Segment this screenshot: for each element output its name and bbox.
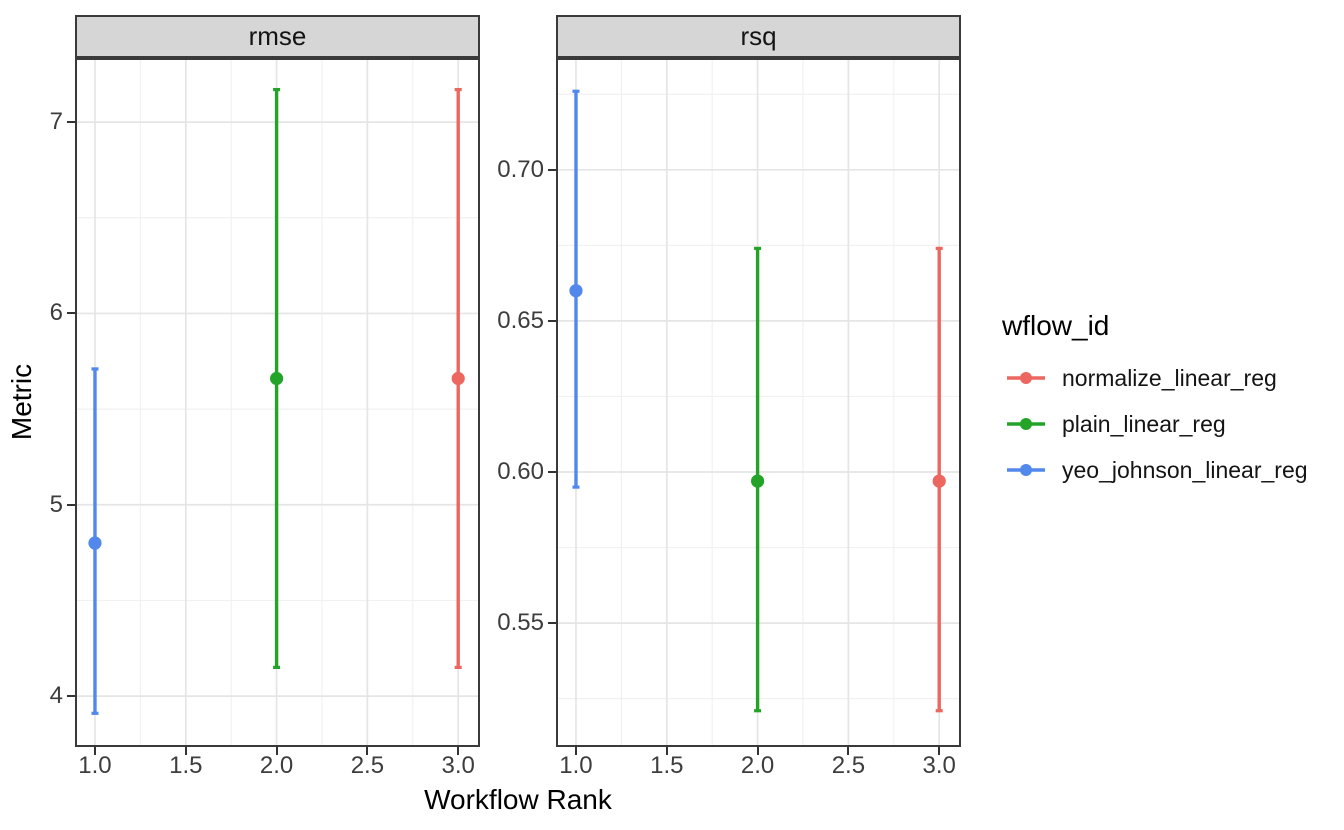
x-axis-tick-label: 3.0 [441, 752, 475, 779]
legend-entry-yeo-johnson: yeo_johnson_linear_reg [1006, 456, 1308, 484]
plot-canvas-rsq [558, 60, 959, 745]
legend-entry-label: plain_linear_reg [1062, 410, 1226, 437]
plot-panel-rmse [75, 58, 480, 747]
y-axis-tick [548, 319, 556, 322]
y-axis-tick [67, 695, 75, 698]
plot-panel-rsq [556, 58, 961, 747]
pointrange-plain_linear_reg [269, 87, 284, 670]
facet-strip-rmse: rmse [75, 15, 480, 58]
x-axis-tick [574, 747, 577, 755]
x-axis-tick [847, 747, 850, 755]
x-axis-tick [275, 747, 278, 755]
x-axis-tick-label: 2.0 [740, 752, 775, 779]
point [451, 371, 465, 386]
x-axis-title: Workflow Rank [424, 784, 612, 815]
pointrange-key-icon [1007, 464, 1045, 476]
y-axis-tick [67, 312, 75, 315]
pointrange-yeo_johnson_linear_reg [88, 367, 102, 715]
y-axis-tick [67, 121, 75, 124]
y-axis-title: Metric [6, 363, 37, 441]
facet-strip-label: rmse [248, 21, 307, 51]
y-axis-tick-label: 0.70 [497, 155, 544, 183]
pointrange-key-icon [1007, 372, 1045, 384]
facet-strip-label: rsq [740, 21, 777, 51]
pointrange-plain_linear_reg [750, 246, 765, 713]
y-axis-tick-label: 4 [49, 682, 63, 710]
x-axis-tick [93, 747, 96, 755]
y-axis-tick-label: 0.60 [497, 458, 544, 485]
x-axis-tick-label: 1.0 [78, 752, 112, 779]
y-axis-tick-label: 0.55 [497, 609, 544, 637]
plot-canvas-rmse [77, 60, 478, 745]
x-axis-tick [665, 747, 668, 755]
y-axis-tick-label: 6 [49, 299, 63, 327]
x-axis-tick [184, 747, 187, 755]
y-axis-tick-label: 0.65 [497, 306, 544, 334]
pointrange-normalize_linear_reg [932, 246, 946, 713]
y-axis-tick [548, 622, 556, 625]
point [750, 474, 765, 488]
x-axis-tick-label: 1.5 [650, 752, 684, 779]
x-axis-tick-label: 2.0 [259, 752, 294, 779]
legend-entry-label: normalize_linear_reg [1062, 364, 1277, 391]
point [88, 536, 102, 550]
pointrange-yeo_johnson_linear_reg [569, 89, 583, 489]
facet-strip-rsq: rsq [556, 15, 961, 58]
point [932, 474, 946, 488]
y-axis-tick [548, 471, 556, 473]
x-axis-tick [756, 747, 759, 755]
x-axis-tick [938, 747, 941, 755]
point [269, 371, 284, 386]
legend-entry-normalize: normalize_linear_reg [1006, 364, 1277, 392]
x-axis-tick-label: 2.5 [350, 752, 385, 779]
x-axis-tick-label: 3.0 [922, 752, 956, 779]
y-axis-tick-label: 7 [49, 108, 63, 136]
legend-title: wflow_id [1002, 310, 1110, 341]
legend-entry-label: yeo_johnson_linear_reg [1062, 456, 1308, 483]
x-axis-tick-label: 1.5 [169, 752, 203, 779]
point [569, 284, 583, 298]
y-axis-tick-label: 5 [49, 490, 63, 518]
y-axis-tick [67, 503, 75, 506]
pointrange-key-icon [1007, 418, 1045, 430]
pointrange-normalize_linear_reg [451, 87, 465, 670]
legend-entry-plain: plain_linear_reg [1006, 410, 1226, 438]
x-axis-tick [366, 747, 369, 755]
x-axis-tick-label: 2.5 [831, 752, 866, 779]
x-axis-tick-label: 1.0 [559, 752, 593, 779]
y-axis-tick [548, 168, 556, 171]
x-axis-tick [457, 747, 460, 755]
